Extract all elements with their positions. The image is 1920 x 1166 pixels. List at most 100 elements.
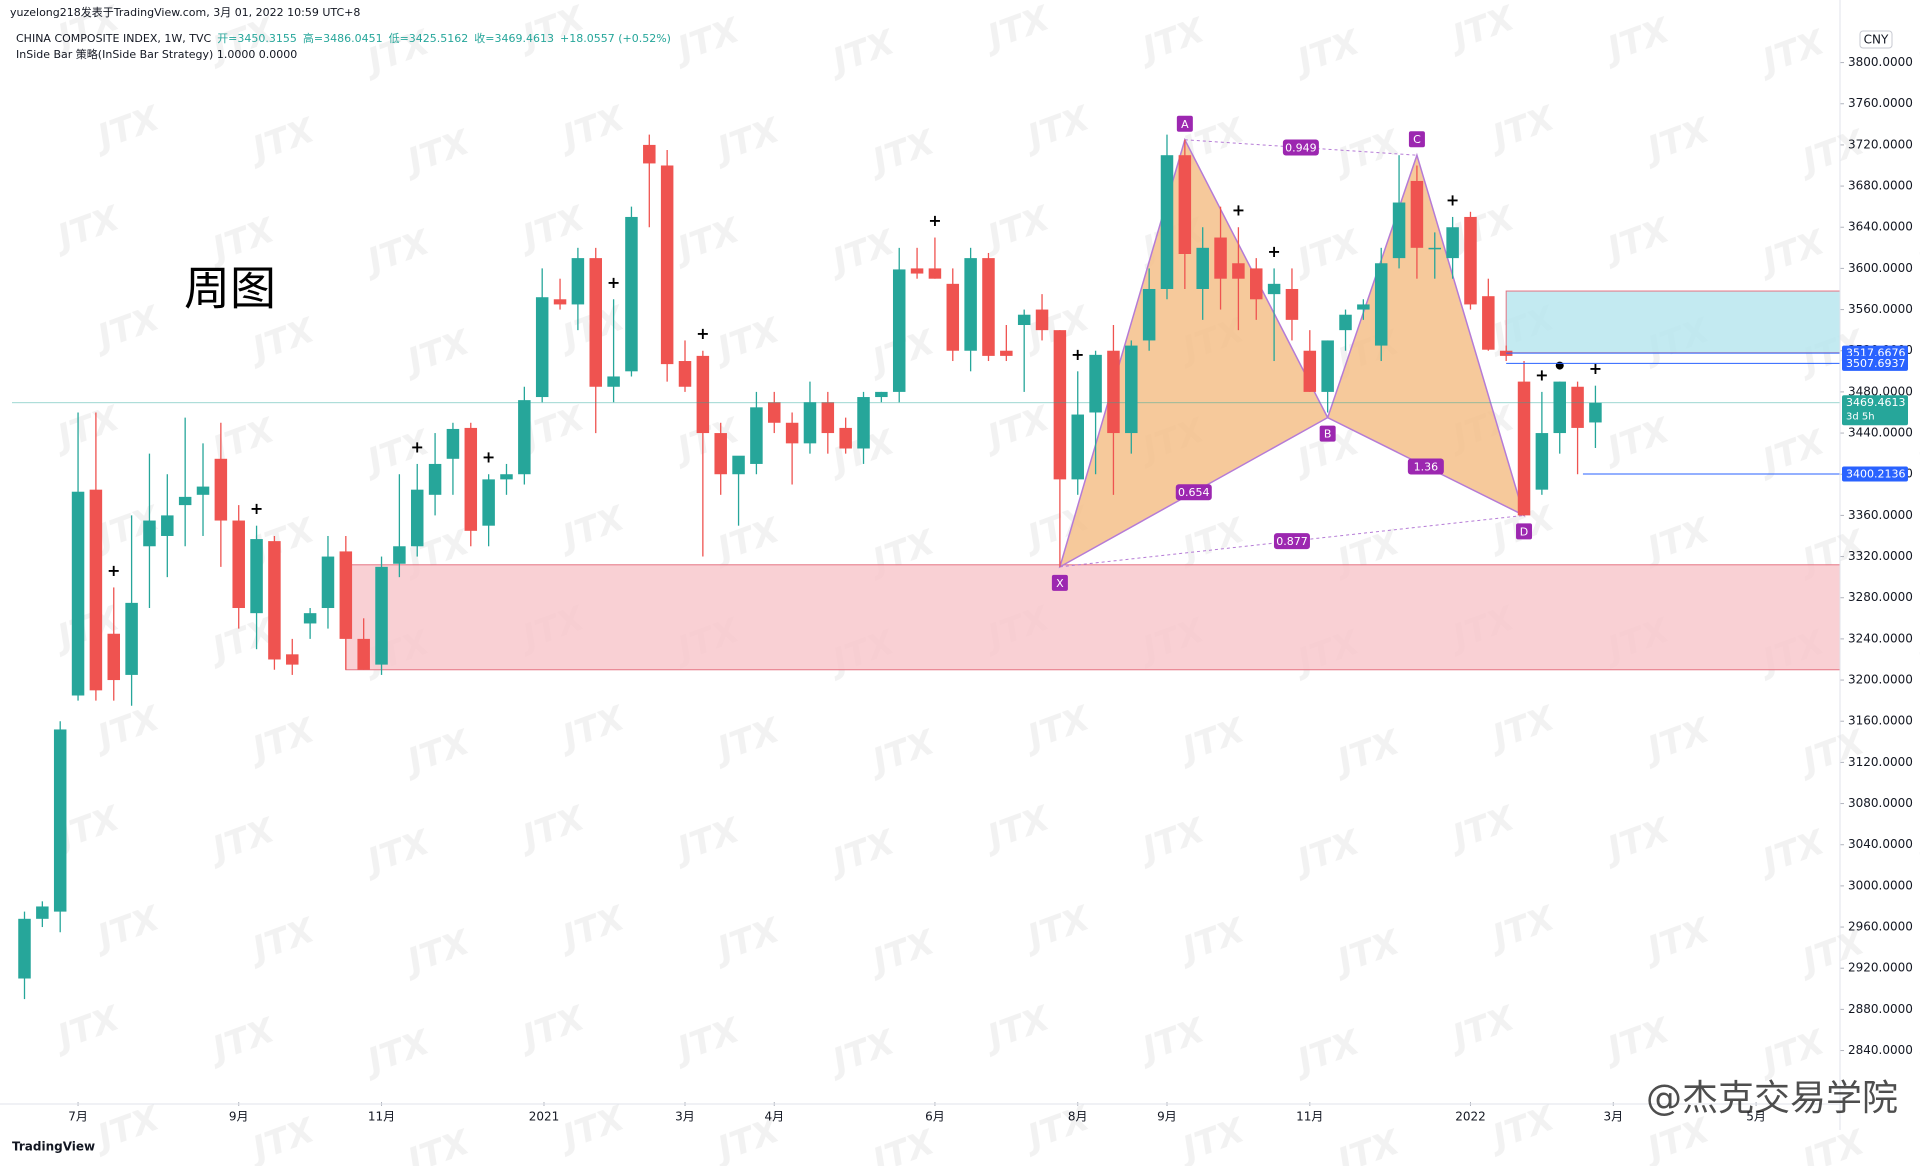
candle-body: [1035, 309, 1049, 331]
ratio-box: [1175, 484, 1212, 501]
candle-body: [607, 376, 620, 387]
candle-body: [1107, 350, 1120, 434]
candle-body: [125, 602, 138, 675]
point-label-box: [1051, 574, 1068, 591]
point-label-box: [1516, 523, 1533, 540]
y-tick-label: 2920.0000: [1848, 961, 1913, 975]
candle-body: [89, 489, 103, 691]
ratio-label: 0.654: [1178, 486, 1210, 499]
y-tick-label: 3600.0000: [1848, 261, 1913, 275]
low: 低=3425.5162: [389, 32, 469, 45]
y-tick-label: 3680.0000: [1848, 179, 1913, 193]
point-label: C: [1413, 133, 1421, 146]
x-tick-label: 4月: [764, 1110, 784, 1124]
y-tick-label: 3080.0000: [1848, 796, 1913, 810]
candle-body: [428, 463, 442, 495]
candle-body: [1446, 227, 1459, 259]
point-label-box: [1319, 425, 1336, 442]
candle-body: [1553, 381, 1566, 434]
symbol: CHINA COMPOSITE INDEX, 1W, TVC: [16, 32, 211, 45]
inside-bar-dot: [1555, 361, 1564, 370]
candle-body: [1142, 288, 1156, 341]
y-tick-label: 3040.0000: [1848, 837, 1913, 851]
y-tick-label: 3320.0000: [1848, 549, 1913, 563]
point-label-box: [1408, 131, 1425, 148]
close: 收=3469.4613: [474, 31, 554, 45]
y-tick-label: 3160.0000: [1848, 714, 1913, 728]
y-tick-label: 3120.0000: [1848, 755, 1913, 769]
candle-body: [339, 551, 353, 639]
candle-body: [821, 402, 835, 434]
candle-body: [143, 520, 156, 547]
candle-body: [393, 546, 406, 564]
candle-body: [839, 427, 852, 449]
candle-body: [1250, 268, 1263, 300]
price-label: 3507.6937: [1846, 357, 1906, 370]
candle-body: [732, 455, 745, 475]
candle-body: [1178, 155, 1192, 254]
candle-body: [464, 427, 478, 531]
candle-body: [1160, 155, 1174, 289]
ratio-label: 0.877: [1276, 535, 1308, 548]
candle-body: [643, 144, 656, 164]
candle-body: [1464, 216, 1477, 305]
point-label: B: [1324, 428, 1332, 441]
candle-body: [1125, 345, 1138, 434]
candle-body: [875, 391, 888, 398]
candle-body: [750, 407, 763, 464]
candle-body: [1267, 283, 1281, 295]
candle-body: [1517, 381, 1531, 516]
price-label: 3400.2136: [1846, 468, 1906, 481]
price-label-box: [1842, 355, 1908, 371]
currency: CNY: [1864, 33, 1889, 47]
x-tick-label: 2022: [1455, 1110, 1486, 1124]
candle-body: [571, 258, 585, 305]
y-tick-label: 3000.0000: [1848, 878, 1913, 892]
price-label-box: [1842, 395, 1908, 426]
indicator: InSide Bar 策略(InSide Bar Strategy) 1.000…: [16, 47, 297, 61]
candle-body: [1000, 350, 1013, 356]
inside-bar-marker: +: [1535, 365, 1548, 384]
candle-body: [1535, 433, 1549, 490]
candle-body: [196, 486, 210, 495]
x-tick-label: 8月: [1068, 1110, 1088, 1124]
candle-body: [1196, 247, 1209, 289]
x-tick-label: 11月: [368, 1110, 395, 1124]
candle-body: [625, 216, 638, 372]
x-tick-label: 3月: [1603, 1110, 1623, 1124]
y-tick-label: 3200.0000: [1848, 673, 1913, 687]
x-tick-label: 2021: [529, 1110, 560, 1124]
candle-body: [553, 299, 567, 305]
candle-body: [1214, 237, 1227, 279]
y-tick-label: 2880.0000: [1848, 1002, 1913, 1016]
candle-body: [357, 638, 370, 670]
candle-body: [589, 258, 602, 387]
y-tick-label: 3280.0000: [1848, 590, 1913, 604]
candle-body: [928, 268, 942, 279]
y-tick-label: 2840.0000: [1848, 1043, 1913, 1057]
candle-body: [53, 729, 67, 912]
point-label: X: [1056, 577, 1064, 590]
candle-body: [768, 402, 781, 423]
inside-bar-marker: +: [1267, 242, 1280, 261]
x-tick-label: 9月: [229, 1110, 249, 1124]
point-label: D: [1520, 525, 1528, 538]
logo: TradingView: [12, 1140, 95, 1154]
candle-body: [1482, 296, 1495, 350]
candle-body: [964, 258, 977, 351]
open: 开=3450.3155: [217, 32, 297, 45]
candle-body: [1392, 202, 1406, 259]
y-tick-label: 3240.0000: [1848, 631, 1913, 645]
point-label-box: [1176, 115, 1193, 132]
ratio-box: [1282, 139, 1319, 156]
y-tick-label: 3360.0000: [1848, 508, 1913, 522]
candle-body: [214, 458, 228, 521]
candle-body: [1571, 386, 1584, 428]
x-tick-label: 3月: [675, 1110, 695, 1124]
x-tick-label: 11月: [1296, 1110, 1323, 1124]
candle-body: [286, 654, 299, 665]
inside-bar-marker: +: [607, 273, 620, 292]
candle-body: [321, 556, 335, 609]
credit: @杰克交易学院: [1646, 1078, 1898, 1119]
point-label: A: [1181, 118, 1189, 131]
